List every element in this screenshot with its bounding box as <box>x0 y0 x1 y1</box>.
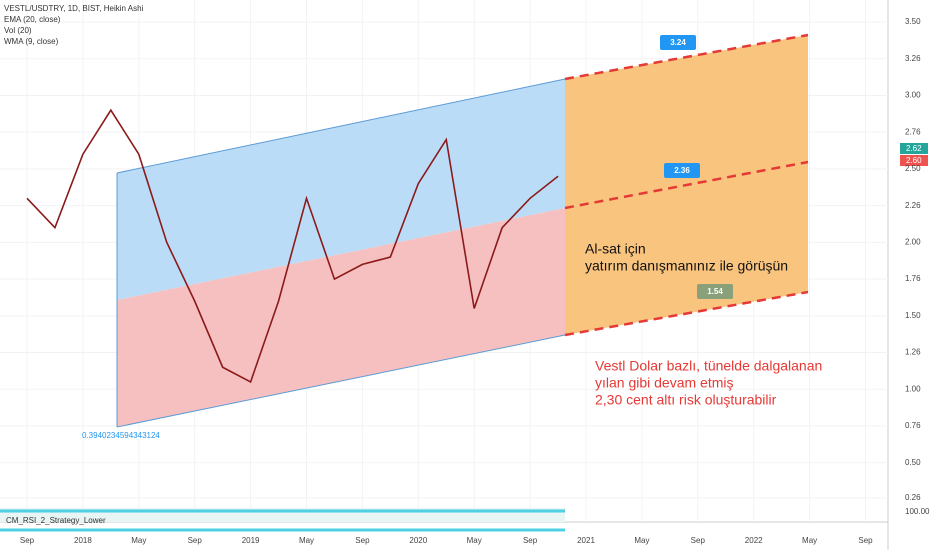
x-tick-label: Sep <box>691 536 706 545</box>
y-tick-label: 2.26 <box>905 201 921 210</box>
annotation: 3.24 <box>670 38 686 47</box>
label-box <box>664 163 700 178</box>
y-tick-label: 2.00 <box>905 237 921 246</box>
x-tick-label: 2022 <box>745 536 763 545</box>
label-box <box>660 35 696 50</box>
indicator: Vol (20) <box>4 26 32 35</box>
price-box <box>900 155 928 166</box>
rsi-level: 100.00 <box>905 507 930 516</box>
comment: 2,30 cent altı risk oluşturabilir <box>595 392 777 408</box>
rsi-name: CM_RSI_2_Strategy_Lower <box>6 516 106 525</box>
annotation: 0.3940234594343124 <box>82 431 160 440</box>
x-tick-label: May <box>131 536 146 545</box>
indicator: WMA (9, close) <box>4 37 59 46</box>
channel-line <box>116 334 566 428</box>
y-tick-label: 1.76 <box>905 274 921 283</box>
comment: Vestl Dolar bazlı, tünelde dalgalanan <box>595 358 822 374</box>
x-tick-label: Sep <box>20 536 35 545</box>
y-tick-label: 0.76 <box>905 421 921 430</box>
x-tick-label: 2021 <box>577 536 595 545</box>
y-tick-label: 3.50 <box>905 17 921 26</box>
annotation: 1.54 <box>707 287 723 296</box>
price-box <box>900 143 928 154</box>
symbol: VESTL/USDTRY, 1D, BIST, Heikin Ashi <box>4 4 144 13</box>
price-label: 2.60 <box>906 156 922 165</box>
x-tick-label: May <box>299 536 314 545</box>
dashed-line <box>564 33 809 81</box>
y-tick-label: 2.76 <box>905 127 921 136</box>
y-tick-label: 0.50 <box>905 458 921 467</box>
indicator: EMA (20, close) <box>4 15 61 24</box>
channel-line <box>116 78 566 174</box>
dashed-line <box>564 290 809 337</box>
channel-upper <box>117 79 565 300</box>
x-tick-label: 2019 <box>242 536 260 545</box>
y-tick-label: 2.50 <box>905 164 921 173</box>
y-tick-label: 1.00 <box>905 384 921 393</box>
y-tick-label: 3.00 <box>905 91 921 100</box>
x-tick-label: May <box>467 536 482 545</box>
y-tick-label: 3.26 <box>905 54 921 63</box>
price-line <box>26 108 559 384</box>
comment: yılan gibi devam etmiş <box>595 375 734 391</box>
x-tick-label: May <box>802 536 817 545</box>
x-tick-label: Sep <box>188 536 203 545</box>
x-tick-label: 2020 <box>409 536 427 545</box>
channel-lower <box>117 208 565 427</box>
dashed-line <box>564 160 809 210</box>
y-tick-label: 0.26 <box>905 493 921 502</box>
advice: Al-sat için <box>585 241 646 257</box>
annotation: 2.36 <box>674 166 690 175</box>
projection-lines <box>564 33 809 337</box>
advice: yatırım danışmanınız ile görüşün <box>585 258 788 274</box>
price-axis <box>888 0 932 550</box>
y-tick-label: 1.26 <box>905 348 921 357</box>
x-tick-label: May <box>634 536 649 545</box>
x-tick-label: Sep <box>355 536 370 545</box>
x-tick-label: 2018 <box>74 536 92 545</box>
x-tick-label: Sep <box>858 536 873 545</box>
x-tick-label: Sep <box>523 536 538 545</box>
y-tick-label: 1.50 <box>905 311 921 320</box>
label-box <box>697 284 733 299</box>
price-label: 2.62 <box>906 144 922 153</box>
